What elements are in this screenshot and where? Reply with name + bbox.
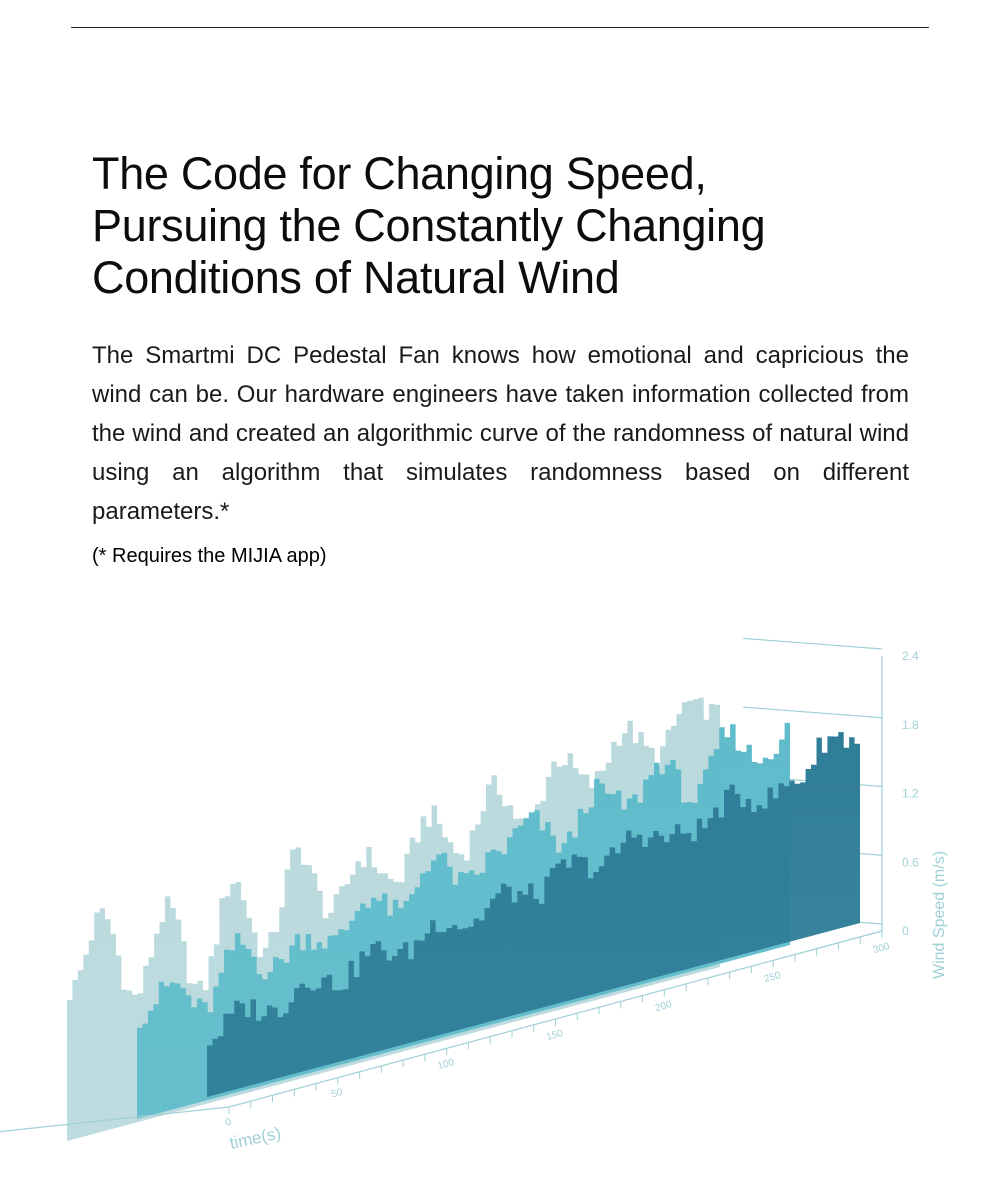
- footnote: (* Requires the MIJIA app): [92, 545, 327, 567]
- back-gridline: [743, 706, 883, 719]
- headline-line-2: Pursuing the Constantly Changing: [92, 200, 766, 251]
- headline: The Code for Changing Speed, Pursuing th…: [92, 148, 922, 304]
- x-axis-label: time(s): [228, 1124, 283, 1153]
- series-layer: [67, 697, 860, 1141]
- x-tick-label: 300: [872, 941, 891, 956]
- x-tick-label: 100: [436, 1057, 455, 1072]
- x-tick-label: 250: [763, 970, 782, 985]
- y-tick-label: 0: [902, 924, 909, 938]
- y-tick-label: 2.4: [902, 649, 919, 663]
- top-rule: [71, 27, 929, 28]
- x-tick-label: 150: [545, 1028, 564, 1043]
- x-tick-label: 200: [654, 999, 673, 1014]
- y-tick-label: 1.8: [902, 718, 919, 732]
- wind-series-3: [207, 732, 860, 1097]
- y-axis-label: Wind Speed (m/s): [931, 851, 948, 979]
- x-tick-label: 50: [330, 1087, 344, 1101]
- depth-axis-line: [0, 1106, 230, 1133]
- x-tick-label: 0: [224, 1116, 233, 1128]
- tick-labels: 0 50 100 150 200 250 300 0 0.6 1.2 1.8 2.4: [224, 649, 919, 1129]
- headline-line-3: Conditions of Natural Wind: [92, 252, 620, 303]
- headline-line-1: The Code for Changing Speed,: [92, 148, 707, 199]
- y-tick-label: 1.2: [902, 787, 919, 801]
- body-paragraph: The Smartmi DC Pedestal Fan knows how em…: [92, 342, 909, 525]
- y-tick-label: 0.6: [902, 855, 919, 869]
- front-axes: [0, 656, 883, 1133]
- back-gridline: [743, 637, 883, 650]
